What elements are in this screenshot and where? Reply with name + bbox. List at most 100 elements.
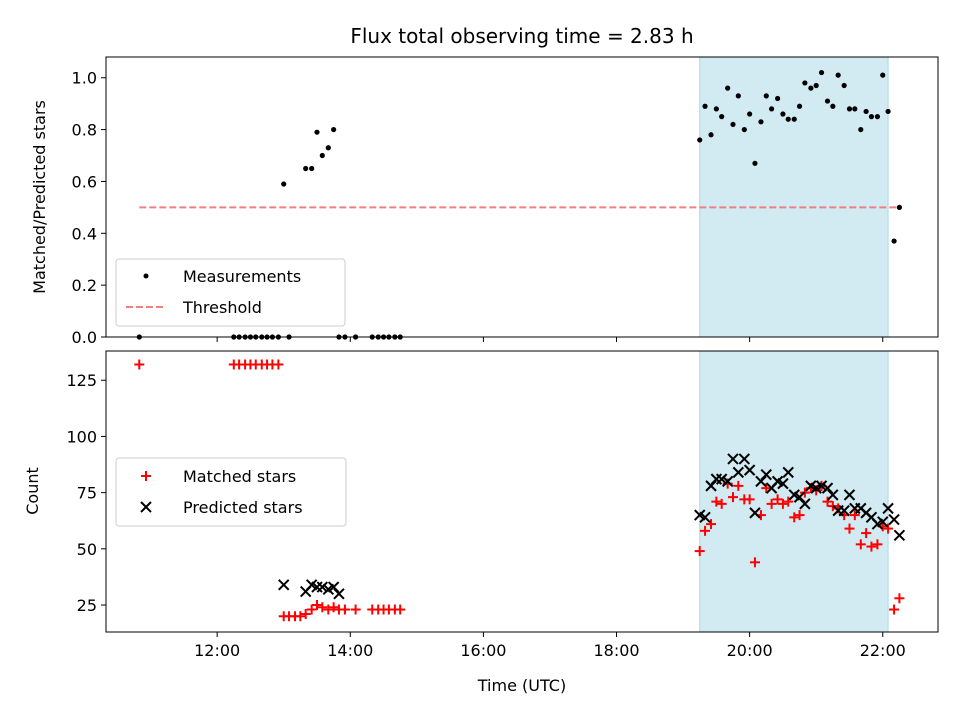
bottom-x-ticks: 12:00 14:00 16:00 18:00 20:00 22:00 (194, 632, 906, 660)
predicted-star-point (799, 498, 811, 510)
predicted-star-point (838, 504, 850, 517)
measurement-point (309, 165, 315, 172)
predicted-star-point (316, 581, 329, 593)
legend-predicted-label: Predicted stars (183, 498, 303, 517)
predicted-star-point (882, 502, 894, 515)
predicted-star-point (815, 480, 828, 492)
measurement-point (752, 160, 758, 166)
measurement-point (697, 137, 703, 143)
bottom-points (134, 359, 906, 622)
matched-star-point (749, 557, 760, 568)
y-tick-label: 0.6 (72, 172, 97, 191)
bottom-legend-box (115, 457, 347, 527)
measurement-point (868, 114, 875, 120)
predicted-star-point (877, 516, 889, 528)
measurement-point (713, 106, 719, 112)
measurement-point (885, 108, 891, 115)
measurement-point (281, 181, 287, 187)
predicted-star-point (732, 466, 745, 479)
matched-star-point (894, 593, 905, 604)
top-x-ticks (216, 337, 884, 342)
legend-matched-marker (141, 471, 151, 481)
predicted-star-point (821, 482, 834, 494)
matched-star-point (733, 480, 744, 491)
matched-star-point (844, 523, 855, 534)
measurement-point (813, 82, 819, 89)
measurement-point (802, 80, 808, 86)
predicted-star-point (721, 475, 734, 488)
measurement-point (303, 165, 309, 172)
matched-star-point (300, 609, 311, 620)
y-tick-label: 25 (77, 596, 97, 615)
top-observing-span (699, 56, 889, 338)
x-tick-label: 16:00 (460, 641, 506, 660)
predicted-star-point (827, 489, 839, 501)
matched-star-point (849, 510, 860, 521)
measurement-point (791, 116, 797, 122)
predicted-star-point (715, 473, 728, 485)
legend-threshold-label: Threshold (182, 298, 262, 317)
matched-star-point (783, 496, 794, 507)
matched-star-point (711, 496, 722, 507)
x-axis-label: Time (UTC) (477, 676, 566, 695)
matched-star-point (134, 359, 145, 370)
measurement-point (719, 114, 725, 120)
predicted-star-point (749, 507, 761, 519)
bottom-panel: 25 50 75 100 125 12:00 14:00 16:00 18:00 20:00 22… (23, 350, 939, 695)
legend-matched-label: Matched stars (183, 467, 296, 486)
bottom-y-ticks: 25 50 75 100 125 (66, 371, 106, 615)
measurement-point (331, 126, 337, 133)
matched-star-point (866, 541, 877, 552)
x-tick-label: 12:00 (194, 641, 240, 660)
matched-star-point (328, 602, 339, 613)
measurement-point (314, 129, 320, 135)
measurement-point (735, 93, 741, 99)
matched-star-point (317, 602, 328, 613)
predicted-star-point (333, 588, 345, 600)
matched-star-point (883, 523, 894, 534)
matched-star-point (777, 498, 788, 509)
measurement-point (841, 82, 847, 89)
measurement-point (725, 85, 731, 91)
matched-star-point (339, 604, 350, 615)
legend-measurements-label: Measurements (183, 267, 301, 286)
matched-star-point (323, 604, 334, 615)
matched-star-point (306, 604, 317, 615)
predicted-star-point (888, 513, 900, 526)
measurement-point (708, 132, 714, 138)
y-tick-label: 50 (77, 540, 97, 559)
measurement-point (896, 204, 902, 210)
measurement-point (741, 126, 747, 133)
x-tick-label: 22:00 (860, 641, 906, 660)
top-plot-frame (105, 56, 939, 338)
bottom-observing-span (699, 350, 889, 633)
chart-title: Flux total observing time = 2.83 h (350, 24, 693, 48)
measurement-point (319, 152, 325, 159)
matched-star-point (727, 492, 738, 503)
matched-star-point (700, 525, 711, 536)
bottom-plot-frame (105, 350, 939, 633)
matched-star-point (350, 604, 361, 615)
predicted-star-point (760, 468, 772, 481)
measurement-point (846, 106, 853, 112)
y-tick-label: 75 (77, 484, 97, 503)
matched-star-point (694, 546, 705, 557)
predicted-star-point (705, 480, 717, 492)
measurement-point (818, 69, 825, 76)
matched-star-point (716, 498, 727, 509)
y-tick-label: 125 (66, 371, 97, 390)
predicted-star-point (793, 491, 806, 503)
matched-star-point (855, 539, 866, 550)
matched-star-point (766, 498, 777, 509)
matched-star-point (822, 496, 833, 507)
predicted-star-point (278, 579, 290, 591)
top-legend: Measurements Threshold (115, 258, 346, 327)
predicted-star-point (893, 529, 906, 542)
matched-star-point (295, 611, 306, 622)
predicted-star-point (843, 489, 856, 501)
matched-star-point (861, 528, 872, 539)
matched-star-point (889, 604, 900, 615)
measurement-point (891, 238, 897, 244)
y-tick-label: 0.8 (72, 121, 97, 140)
